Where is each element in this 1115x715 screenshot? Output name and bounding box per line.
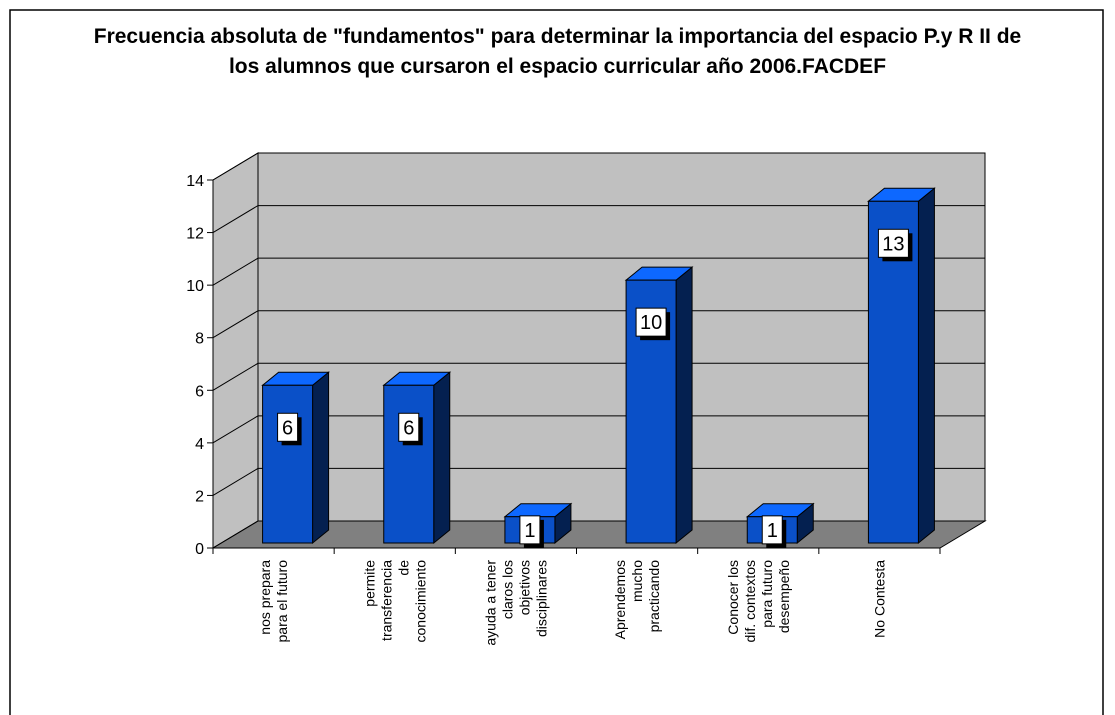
bar: [382, 371, 452, 545]
bar-side: [312, 371, 330, 545]
y-tick-label: 14: [186, 173, 204, 190]
value-label-box: [761, 515, 783, 545]
bar-front: [383, 384, 435, 544]
grid-line: [212, 415, 985, 444]
y-tick-label: 2: [195, 488, 204, 505]
grid-line: [212, 257, 985, 286]
grid-line: [212, 362, 985, 391]
bar: [261, 371, 330, 545]
y-tick-label: 0: [195, 541, 204, 558]
x-tick-label: ayuda a tenerclaros losobjetivosdiscipli…: [482, 560, 549, 646]
value-label-box: [519, 515, 541, 545]
chart-title: Frecuencia absoluta de "fundamentos" par…: [93, 25, 1022, 78]
y-tick-label: 4: [195, 436, 204, 453]
value-label-box: [398, 412, 420, 442]
bar-side: [917, 187, 935, 545]
value-label-box: [277, 412, 299, 442]
bar-side: [675, 266, 693, 545]
x-tick-label: nos preparapara el futuro: [257, 560, 290, 643]
side-wall: [212, 152, 259, 549]
x-tick-label: permitetransferenciadeconocimiento: [361, 560, 428, 643]
value-label: 1: [767, 520, 778, 542]
value-label: 6: [282, 417, 293, 439]
y-tick-label: 6: [195, 383, 204, 400]
y-tick-label: 10: [186, 278, 204, 295]
grid-line: [212, 205, 985, 234]
grid-line: [212, 520, 985, 549]
x-tick-label: No Contesta: [871, 560, 887, 638]
grid-line: [212, 467, 985, 496]
bar-front: [262, 384, 314, 544]
value-label: 6: [403, 417, 414, 439]
value-label-box: [635, 307, 667, 337]
value-label: 10: [640, 312, 662, 334]
bar-side: [433, 371, 451, 545]
y-tick-label: 12: [186, 226, 204, 243]
value-label-box: [877, 228, 909, 258]
y-tick-label: 8: [195, 331, 204, 348]
x-tick-label: Conocer losdif. contextospara futurodese…: [725, 560, 792, 643]
value-label: 1: [524, 520, 535, 542]
bar: [867, 187, 936, 545]
x-tick-label: Aprendemosmuchopracticando: [612, 560, 662, 640]
grid-line: [212, 310, 985, 339]
value-label: 13: [882, 233, 904, 255]
grid-line: [212, 152, 985, 181]
